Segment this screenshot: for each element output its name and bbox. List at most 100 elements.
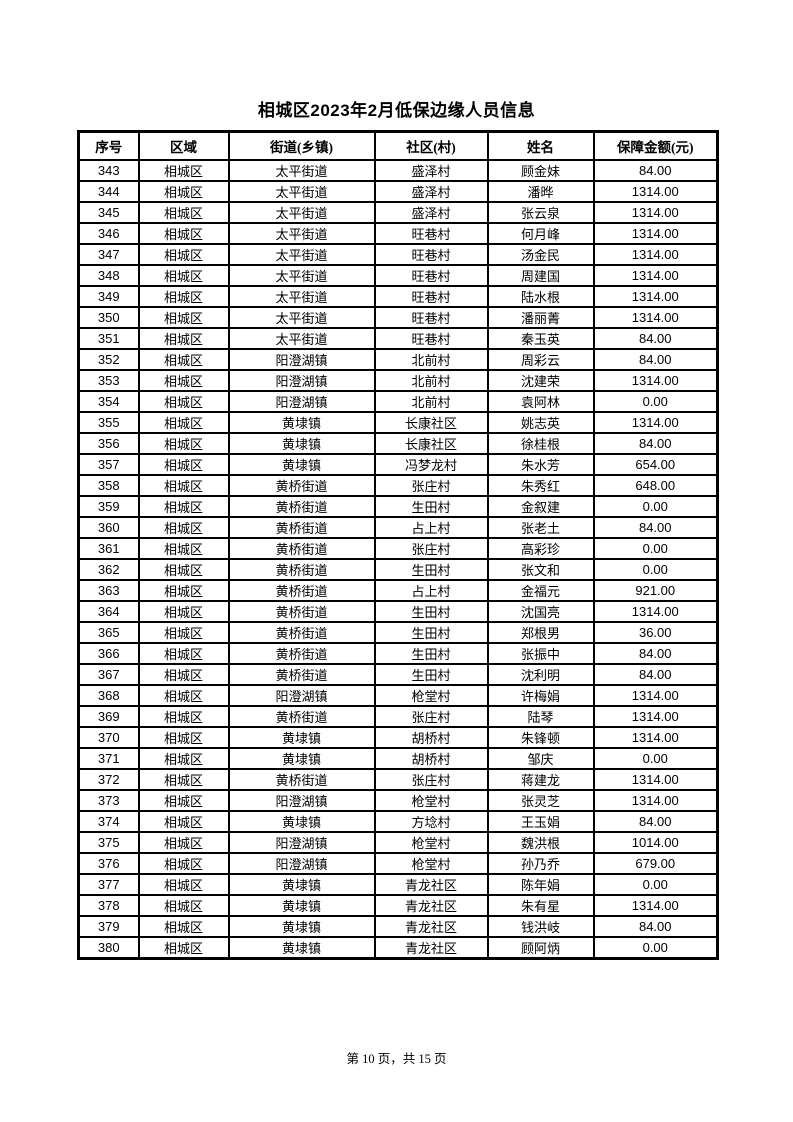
header-row: 序号 区域 街道(乡镇) 社区(村) 姓名 保障金额(元) bbox=[77, 130, 719, 161]
cell-community: 旺巷村 bbox=[373, 222, 489, 245]
table-row: 379 相城区 黄埭镇 青龙社区 钱洪岐 84.00 bbox=[77, 915, 719, 938]
cell-amount: 84.00 bbox=[592, 642, 719, 665]
cell-index: 363 bbox=[77, 579, 140, 602]
cell-region: 相城区 bbox=[137, 642, 230, 665]
cell-index: 347 bbox=[77, 243, 140, 266]
cell-index: 354 bbox=[77, 390, 140, 413]
cell-region: 相城区 bbox=[137, 831, 230, 854]
cell-region: 相城区 bbox=[137, 936, 230, 960]
cell-index: 346 bbox=[77, 222, 140, 245]
page-title: 相城区2023年2月低保边缘人员信息 bbox=[257, 101, 536, 120]
cell-name: 张文和 bbox=[486, 558, 595, 581]
cell-amount: 0.00 bbox=[592, 873, 719, 896]
cell-index: 357 bbox=[77, 453, 140, 476]
cell-community: 张庄村 bbox=[373, 705, 489, 728]
cell-name: 朱水芳 bbox=[486, 453, 595, 476]
table-row: 366 相城区 黄桥街道 生田村 张振中 84.00 bbox=[77, 642, 719, 665]
cell-street: 黄埭镇 bbox=[227, 432, 376, 455]
cell-region: 相城区 bbox=[137, 894, 230, 917]
cell-name: 蒋建龙 bbox=[486, 768, 595, 791]
cell-index: 380 bbox=[77, 936, 140, 960]
cell-amount: 0.00 bbox=[592, 537, 719, 560]
cell-street: 黄埭镇 bbox=[227, 726, 376, 749]
cell-region: 相城区 bbox=[137, 348, 230, 371]
table-row: 359 相城区 黄桥街道 生田村 金叙建 0.00 bbox=[77, 495, 719, 518]
table-row: 346 相城区 太平街道 旺巷村 何月峰 1314.00 bbox=[77, 222, 719, 245]
cell-index: 371 bbox=[77, 747, 140, 770]
table-row: 345 相城区 太平街道 盛泽村 张云泉 1314.00 bbox=[77, 201, 719, 224]
cell-street: 阳澄湖镇 bbox=[227, 789, 376, 812]
cell-index: 343 bbox=[77, 159, 140, 182]
cell-region: 相城区 bbox=[137, 663, 230, 686]
cell-amount: 1314.00 bbox=[592, 264, 719, 287]
header-region: 区域 bbox=[137, 130, 230, 161]
cell-community: 枪堂村 bbox=[373, 789, 489, 812]
cell-name: 袁阿林 bbox=[486, 390, 595, 413]
cell-name: 汤金民 bbox=[486, 243, 595, 266]
cell-region: 相城区 bbox=[137, 726, 230, 749]
table-row: 371 相城区 黄埭镇 胡桥村 邹庆 0.00 bbox=[77, 747, 719, 770]
cell-index: 361 bbox=[77, 537, 140, 560]
cell-street: 太平街道 bbox=[227, 327, 376, 350]
cell-community: 旺巷村 bbox=[373, 264, 489, 287]
cell-region: 相城区 bbox=[137, 810, 230, 833]
cell-index: 344 bbox=[77, 180, 140, 203]
cell-index: 378 bbox=[77, 894, 140, 917]
cell-name: 姚志英 bbox=[486, 411, 595, 434]
cell-street: 黄埭镇 bbox=[227, 936, 376, 960]
cell-community: 长康社区 bbox=[373, 411, 489, 434]
cell-region: 相城区 bbox=[137, 558, 230, 581]
cell-region: 相城区 bbox=[137, 432, 230, 455]
cell-index: 369 bbox=[77, 705, 140, 728]
cell-street: 黄埭镇 bbox=[227, 894, 376, 917]
cell-street: 太平街道 bbox=[227, 243, 376, 266]
cell-amount: 84.00 bbox=[592, 915, 719, 938]
benefit-table: 序号 区域 街道(乡镇) 社区(村) 姓名 保障金额(元) 343 相城区 太平… bbox=[77, 130, 719, 960]
header-community: 社区(村) bbox=[373, 130, 489, 161]
cell-name: 许梅娟 bbox=[486, 684, 595, 707]
table-row: 368 相城区 阳澄湖镇 枪堂村 许梅娟 1314.00 bbox=[77, 684, 719, 707]
cell-community: 北前村 bbox=[373, 369, 489, 392]
cell-region: 相城区 bbox=[137, 537, 230, 560]
cell-amount: 1314.00 bbox=[592, 726, 719, 749]
cell-index: 348 bbox=[77, 264, 140, 287]
cell-amount: 1314.00 bbox=[592, 411, 719, 434]
cell-street: 阳澄湖镇 bbox=[227, 684, 376, 707]
cell-index: 362 bbox=[77, 558, 140, 581]
cell-index: 379 bbox=[77, 915, 140, 938]
cell-street: 太平街道 bbox=[227, 264, 376, 287]
cell-name: 朱秀红 bbox=[486, 474, 595, 497]
cell-amount: 654.00 bbox=[592, 453, 719, 476]
cell-name: 郑根男 bbox=[486, 621, 595, 644]
cell-region: 相城区 bbox=[137, 516, 230, 539]
table-row: 363 相城区 黄桥街道 占上村 金福元 921.00 bbox=[77, 579, 719, 602]
table-row: 353 相城区 阳澄湖镇 北前村 沈建荣 1314.00 bbox=[77, 369, 719, 392]
cell-amount: 1314.00 bbox=[592, 768, 719, 791]
cell-name: 邹庆 bbox=[486, 747, 595, 770]
cell-community: 生田村 bbox=[373, 600, 489, 623]
cell-street: 黄埭镇 bbox=[227, 453, 376, 476]
table-row: 352 相城区 阳澄湖镇 北前村 周彩云 84.00 bbox=[77, 348, 719, 371]
table-row: 344 相城区 太平街道 盛泽村 潘晔 1314.00 bbox=[77, 180, 719, 203]
cell-index: 376 bbox=[77, 852, 140, 875]
cell-street: 黄桥街道 bbox=[227, 642, 376, 665]
table-row: 377 相城区 黄埭镇 青龙社区 陈年娟 0.00 bbox=[77, 873, 719, 896]
cell-region: 相城区 bbox=[137, 621, 230, 644]
table-row: 369 相城区 黄桥街道 张庄村 陆琴 1314.00 bbox=[77, 705, 719, 728]
cell-name: 沈国亮 bbox=[486, 600, 595, 623]
cell-street: 太平街道 bbox=[227, 159, 376, 182]
table-row: 348 相城区 太平街道 旺巷村 周建国 1314.00 bbox=[77, 264, 719, 287]
table-row: 347 相城区 太平街道 旺巷村 汤金民 1314.00 bbox=[77, 243, 719, 266]
cell-index: 360 bbox=[77, 516, 140, 539]
cell-amount: 36.00 bbox=[592, 621, 719, 644]
cell-community: 枪堂村 bbox=[373, 684, 489, 707]
cell-street: 黄埭镇 bbox=[227, 915, 376, 938]
cell-region: 相城区 bbox=[137, 768, 230, 791]
cell-name: 张灵芝 bbox=[486, 789, 595, 812]
cell-name: 陈年娟 bbox=[486, 873, 595, 896]
cell-amount: 921.00 bbox=[592, 579, 719, 602]
cell-region: 相城区 bbox=[137, 201, 230, 224]
table-row: 372 相城区 黄桥街道 张庄村 蒋建龙 1314.00 bbox=[77, 768, 719, 791]
table-row: 370 相城区 黄埭镇 胡桥村 朱锋顿 1314.00 bbox=[77, 726, 719, 749]
